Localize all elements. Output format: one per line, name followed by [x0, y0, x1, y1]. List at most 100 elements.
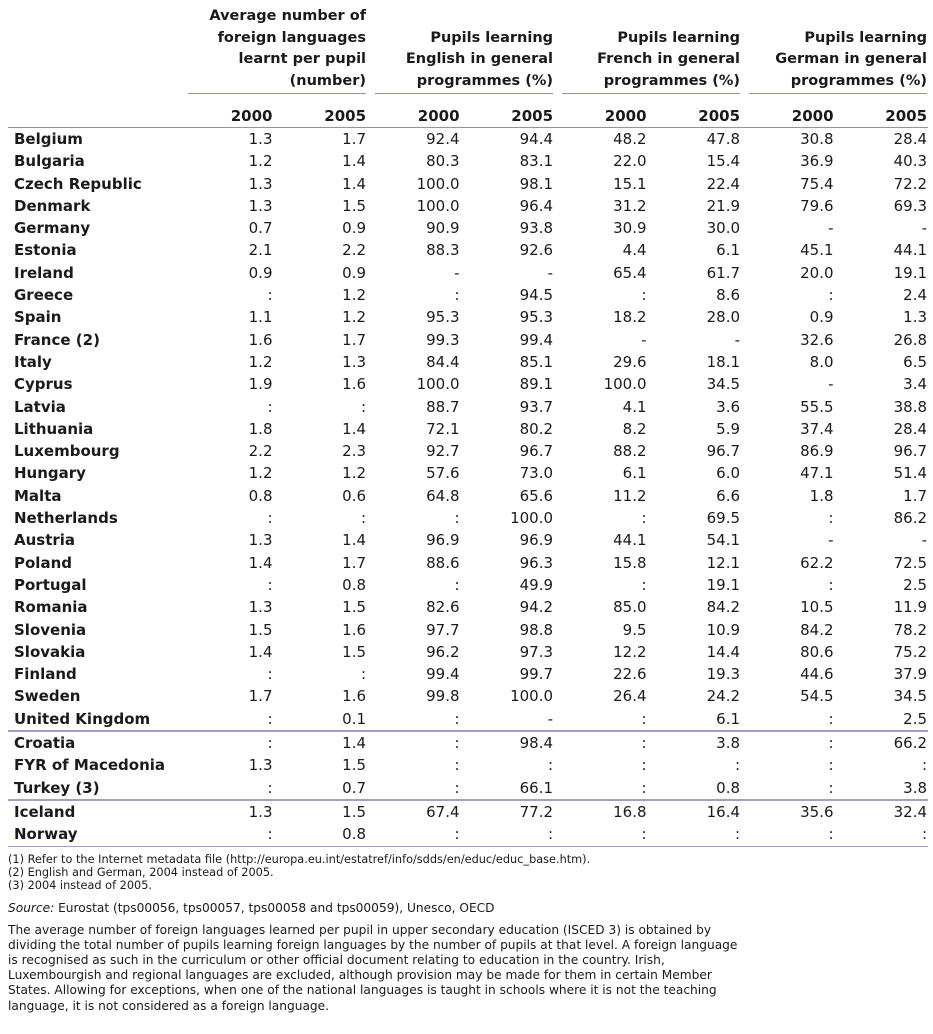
value-cell: 93.7 [519, 397, 554, 416]
value-cell: 88.3 [426, 241, 460, 260]
value-cell: 1.4 [342, 174, 367, 193]
country-cell: Latvia [14, 397, 66, 416]
value-cell: 93.8 [519, 219, 554, 238]
value-cell: 6.5 [903, 352, 928, 371]
value-cell: 28.0 [706, 308, 741, 327]
value-cell: 1.4 [248, 553, 273, 572]
country-cell: Netherlands [14, 509, 118, 528]
value-cell: 40.3 [893, 152, 928, 171]
value-cell: 1.5 [342, 196, 367, 215]
value-cell: : [547, 756, 554, 775]
value-cell: 73.0 [519, 464, 554, 483]
value-cell: 99.7 [519, 665, 554, 684]
value-cell: 3.8 [903, 778, 928, 797]
value-cell: 5.9 [716, 419, 741, 438]
value-cell: : [641, 286, 647, 305]
value-cell: 6.0 [716, 464, 741, 483]
value-cell: 11.2 [613, 486, 647, 505]
value-cell: 18.2 [613, 308, 647, 327]
value-cell: 32.4 [834, 798, 929, 824]
value-cell: : [454, 756, 460, 775]
foreign-languages-table: Average number of foreign languages learnt… [8, 6, 929, 847]
value-cell: 98.8 [519, 620, 554, 639]
value-cell: : [267, 397, 273, 416]
table-row: FYR of Macedonia 1.3 1.5:::::: [8, 754, 928, 776]
value-cell: 0.9 [248, 263, 273, 282]
country-cell: Estonia [14, 241, 77, 260]
value-cell: : [367, 823, 461, 847]
country-cell: Hungary [14, 464, 86, 483]
country-cell: Luxembourg [14, 442, 120, 461]
value-cell: 64.8 [426, 486, 460, 505]
table-row: Bulgaria 1.2 1.4 80.3 83.1 22.0 15.4 36.9 40.3 [8, 150, 928, 172]
value-cell: : [647, 823, 742, 847]
value-cell: 66.2 [834, 730, 929, 755]
value-cell: 19.1 [706, 575, 741, 594]
value-cell: 96.7 [519, 442, 554, 461]
country-cell: Sweden [14, 687, 81, 706]
value-cell: 11.9 [893, 598, 928, 617]
country-cell: Lithuania [14, 419, 94, 438]
value-cell: 65.6 [519, 486, 554, 505]
table-row: Croatia:1.4:98.4:3.8:66.2 [8, 730, 929, 755]
value-cell: 1.7 [903, 486, 928, 505]
value-cell: : [641, 756, 647, 775]
country-cell: Denmark [14, 196, 91, 215]
value-cell: 80.2 [519, 419, 554, 438]
value-cell: 72.2 [893, 174, 928, 193]
value-cell: : [828, 709, 834, 728]
value-cell: 32.6 [800, 330, 834, 349]
value-cell: 2.5 [903, 709, 928, 728]
value-cell: 26.8 [893, 330, 928, 349]
country-cell: France (2) [14, 330, 100, 349]
table-row: Luxembourg 2.2 2.3 92.7 96.7 88.2 96.7 86.9 96.7 [8, 440, 928, 462]
country-cell: Iceland [8, 798, 180, 824]
table-row: Belgium 1.3 1.7 92.4 94.4 48.2 47.8 30.8 28.4 [8, 128, 928, 151]
table-row: United Kingdom: 0.1: -: 6.1: 2.5 [8, 708, 928, 731]
description-paragraph: The average number of foreign languages … [8, 922, 738, 1013]
table-row: Malta 0.8 0.6 64.8 65.6 11.2 6.6 1.8 1.7 [8, 485, 928, 507]
group-header-row: Average number of foreign languages learnt… [8, 6, 928, 95]
value-cell: : [554, 823, 648, 847]
value-cell: 3.6 [716, 397, 741, 416]
value-cell: - [547, 709, 554, 728]
value-cell: 57.6 [426, 464, 460, 483]
value-cell: 69.5 [706, 509, 741, 528]
footnote: (3) 2004 instead of 2005. [8, 878, 153, 892]
group-header-french: Pupils learning French in general programm… [554, 6, 741, 95]
value-cell: 2.1 [248, 241, 273, 260]
value-cell: 48.2 [613, 130, 647, 148]
value-cell: 84.2 [800, 620, 834, 639]
table-row: Czech Republic 1.3 1.4 100.0 98.1 15.1 22.4 75.… [8, 173, 928, 195]
value-cell: 0.8 [716, 778, 741, 797]
year-header: 2000 [604, 107, 647, 125]
value-cell: 92.7 [426, 442, 460, 461]
value-cell: 1.3 [248, 174, 273, 193]
table-row: Portugal: 0.8: 49.9: 19.1: 2.5 [8, 574, 928, 596]
value-cell: : [267, 286, 273, 305]
value-cell: 1.8 [248, 419, 273, 438]
value-cell: 20.0 [800, 263, 834, 282]
value-cell: 80.3 [426, 152, 460, 171]
value-cell: 96.2 [426, 642, 460, 661]
value-cell: 8.2 [622, 419, 647, 438]
value-cell: 1.4 [248, 642, 273, 661]
value-cell: - [828, 219, 834, 238]
value-cell: 100.0 [416, 196, 460, 215]
value-cell: 72.5 [893, 553, 928, 572]
table-row: Iceland 1.3 1.5 67.4 77.2 16.8 16.4 35.6 32.4 [8, 798, 929, 824]
year-header: 2000 [417, 107, 460, 125]
value-cell: 44.1 [893, 241, 928, 260]
value-cell: - [828, 531, 834, 550]
value-cell: 1.6 [342, 687, 367, 706]
value-cell: 75.4 [800, 174, 834, 193]
value-cell: 26.4 [613, 687, 647, 706]
country-cell: United Kingdom [14, 709, 151, 728]
value-cell: 15.1 [613, 174, 647, 193]
value-cell: : [828, 286, 834, 305]
country-cell: Belgium [14, 130, 83, 148]
country-cell: Italy [14, 352, 52, 371]
value-cell: 47.1 [800, 464, 834, 483]
value-cell: - [828, 375, 834, 394]
value-cell: 99.4 [519, 330, 554, 349]
